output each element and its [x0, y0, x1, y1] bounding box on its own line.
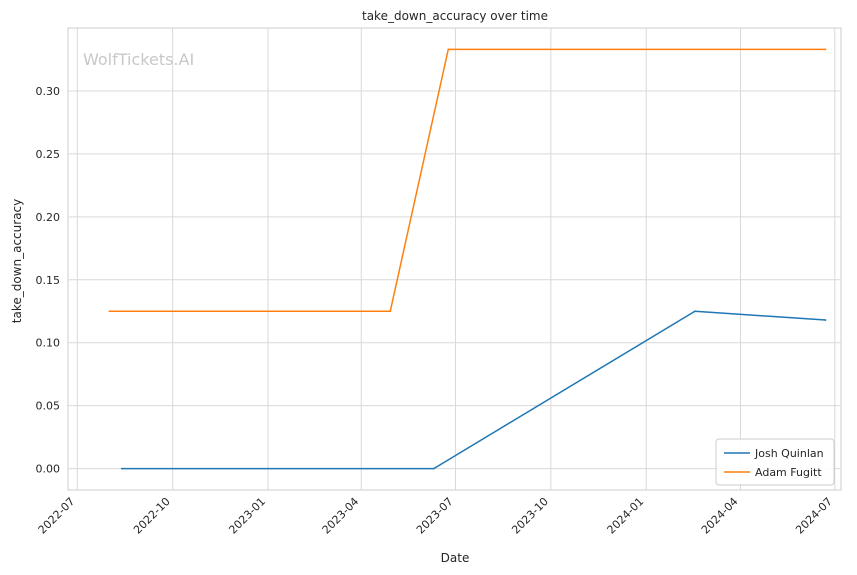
y-tick-label: 0.30	[36, 85, 61, 98]
chart-title: take_down_accuracy over time	[362, 9, 548, 23]
y-tick-label: 0.25	[36, 148, 61, 161]
legend-box	[715, 438, 835, 486]
series-line-josh-quinlan	[121, 310, 826, 470]
y-tick-label: 0.00	[36, 463, 61, 476]
series-layer	[108, 48, 827, 470]
y-tick-label: 0.05	[36, 400, 61, 413]
plot-frame	[67, 27, 842, 491]
y-tick-label: 0.15	[36, 274, 61, 287]
grid-layer	[67, 27, 842, 491]
data-point-adam-fugitt	[389, 310, 392, 313]
data-point-josh-quinlan	[120, 467, 123, 470]
y-tick-label: 0.20	[36, 211, 61, 224]
data-point-josh-quinlan	[824, 319, 827, 321]
watermark-text: WolfTickets.AI	[83, 50, 194, 69]
y-tick-label: 0.10	[36, 337, 61, 350]
series-line-adam-fugitt	[109, 48, 826, 312]
data-point-josh-quinlan	[693, 310, 696, 313]
x-axis-label: Date	[441, 551, 470, 565]
data-point-adam-fugitt	[447, 48, 450, 51]
legend: Josh Quinlan Adam Fugitt	[715, 438, 835, 486]
legend-label-josh-quinlan: Josh Quinlan	[754, 447, 824, 460]
y-axis-label: take_down_accuracy	[10, 199, 24, 323]
data-point-adam-fugitt	[824, 48, 827, 51]
data-point-josh-quinlan	[432, 467, 435, 470]
legend-label-adam-fugitt: Adam Fugitt	[755, 466, 822, 479]
data-point-adam-fugitt	[108, 310, 111, 313]
